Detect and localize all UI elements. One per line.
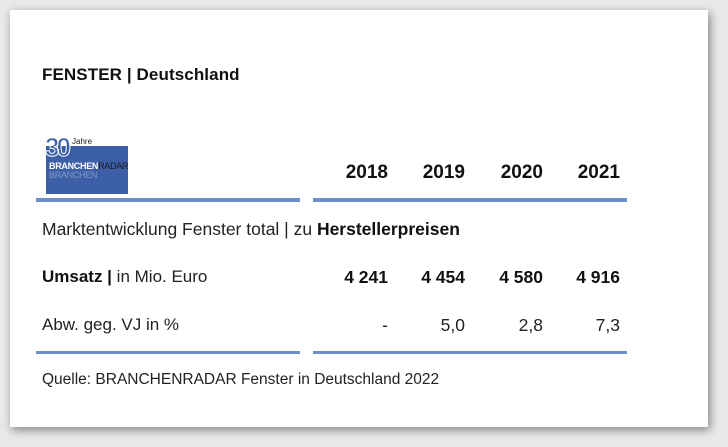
row-label-rest: Abw. geg. VJ in % <box>42 315 180 334</box>
table-cell: 4 241 <box>344 267 388 287</box>
logo-number: 30 <box>45 132 72 163</box>
subtitle-prefix: Marktentwicklung Fenster total | zu <box>42 219 317 239</box>
source-note: Quelle: BRANCHENRADAR Fenster in Deutsch… <box>42 371 440 388</box>
row-label-rest: in Mio. Euro <box>111 267 208 286</box>
subtitle-bold: Herstellerpreisen <box>316 219 460 239</box>
table-cell: - <box>382 315 388 335</box>
logo-ghost: BRANCHEN <box>49 170 98 180</box>
table-row-abweichung: - 5,0 2,8 7,3 <box>10 315 708 339</box>
logo-box <box>46 146 128 194</box>
table-cell: 7,3 <box>595 315 620 335</box>
row-label-bold: Umsatz | <box>42 267 112 286</box>
branchenradar-logo: 30 Jahre BRANCHENRADAR BRANCHEN <box>45 132 134 194</box>
chart-title: FENSTER | Deutschland <box>42 65 240 84</box>
table-cell: 4 916 <box>576 267 620 287</box>
year-header: 2020 <box>500 162 543 183</box>
chart-card: FENSTER | Deutschland 30 Jahre BRANCHENR… <box>10 10 708 427</box>
row-label-abweichung: Abw. geg. VJ in % <box>42 315 179 335</box>
year-header: 2018 <box>345 162 388 183</box>
logo-jahre: Jahre <box>72 137 93 146</box>
header-rule-right <box>313 198 627 202</box>
table-row-umsatz: 4 241 4 454 4 580 4 916 <box>10 267 708 291</box>
logo-brand: BRANCHENRADAR <box>49 161 128 171</box>
table-subtitle: Marktentwicklung Fenster total | zu Hers… <box>42 219 460 240</box>
table-cell: 4 454 <box>421 267 465 287</box>
header-rule-left <box>36 198 300 202</box>
footer-rule-right <box>313 351 627 354</box>
year-header: 2019 <box>422 162 465 183</box>
footer-rule-left <box>36 351 300 354</box>
table-cell: 4 580 <box>499 267 543 287</box>
row-label-umsatz: Umsatz | in Mio. Euro <box>42 267 207 287</box>
logo-brand-rest: RADAR <box>98 161 129 171</box>
year-header-row: 2018 2019 2020 2021 <box>10 162 708 186</box>
logo-brand-bold: BRANCHEN <box>49 161 99 171</box>
table-cell: 5,0 <box>440 315 465 335</box>
year-header: 2021 <box>577 162 620 183</box>
table-cell: 2,8 <box>518 315 543 335</box>
